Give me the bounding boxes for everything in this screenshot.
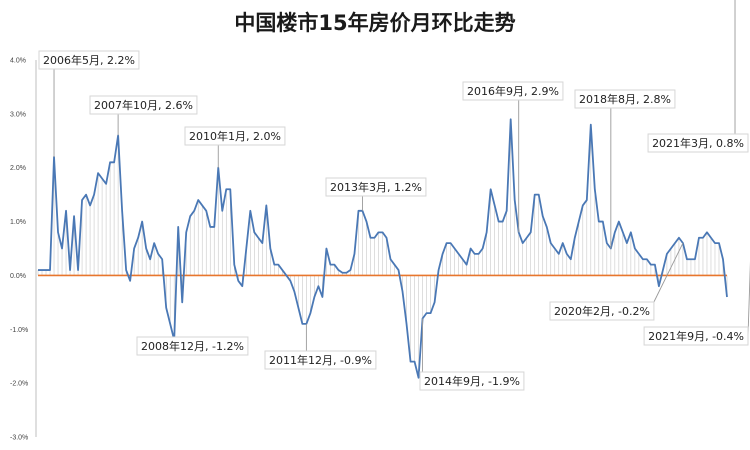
annotation-box	[325, 177, 427, 197]
series-line	[38, 118, 728, 379]
annotation-callout: 2013年3月, 1.2%	[325, 177, 427, 211]
annotation-label: 2018年8月, 2.8%	[579, 92, 671, 106]
annotation-box	[574, 89, 676, 109]
annotation-label: 2008年12月, -1.2%	[141, 339, 244, 353]
annotation-box	[643, 326, 749, 346]
annotation-box	[89, 95, 198, 115]
annotation-box	[136, 336, 249, 356]
annotation-box	[647, 133, 749, 153]
annotation-callout: 2014年9月, -1.9%	[419, 318, 525, 391]
y-axis-ticks: 4.0% 3.0% 2.0% 1.0% 0.0% -1.0% -2.0% -3.0%	[10, 58, 28, 442]
annotation-box	[38, 50, 140, 70]
annotation-box	[549, 301, 655, 321]
annotation-label: 2021年9月, -0.4%	[648, 329, 744, 343]
annotation-box	[264, 350, 377, 370]
annotation-callout: 2020年2月, -0.2%	[549, 242, 684, 321]
annotation-callout: 2018年8月, 2.8%	[574, 89, 676, 249]
annotation-callout: 2021年9月, -0.4%	[643, 261, 750, 346]
annotation-box	[184, 126, 286, 146]
annotation-leader	[653, 242, 684, 303]
annotation-label: 2021年3月, 0.8%	[652, 136, 744, 150]
annotation-callout: 2008年12月, -1.2%	[136, 336, 249, 356]
annotation-label: 2007年10月, 2.6%	[94, 98, 193, 112]
annotation-label: 2016年9月, 2.9%	[467, 84, 559, 98]
y-tick-label: 2.0%	[10, 165, 26, 172]
annotation-callout: 2016年9月, 2.9%	[462, 81, 564, 233]
y-tick-label: 4.0%	[10, 58, 26, 65]
annotation-callout: 2021年3月, 0.8%	[647, 0, 749, 153]
annotation-callout: 2007年10月, 2.6%	[89, 95, 198, 136]
annotation-box	[419, 371, 525, 391]
y-tick-label: 3.0%	[10, 111, 26, 118]
annotation-label: 2014年9月, -1.9%	[424, 374, 520, 388]
chart-title: 中国楼市15年房价月环比走势	[234, 11, 515, 35]
annotation-callout: 2006年5月, 2.2%	[38, 50, 140, 157]
y-tick-label: 1.0%	[10, 219, 26, 226]
y-tick-label: 0.0%	[10, 273, 26, 280]
y-tick-label: -2.0%	[10, 381, 28, 388]
annotation-label: 2006年5月, 2.2%	[43, 53, 135, 67]
y-tick-label: -3.0%	[10, 435, 28, 442]
annotation-box	[462, 81, 564, 101]
annotation-callout: 2010年1月, 2.0%	[184, 126, 286, 168]
annotation-callout: 2011年12月, -0.9%	[264, 323, 377, 370]
annotation-label: 2011年12月, -0.9%	[269, 353, 372, 367]
annotations: 2006年5月, 2.2% 2007年10月, 2.6% 2008年12月, -1.…	[38, 0, 750, 391]
annotation-label: 2020年2月, -0.2%	[554, 304, 650, 318]
annotation-label: 2010年1月, 2.0%	[189, 129, 281, 143]
annotation-label: 2013年3月, 1.2%	[330, 180, 422, 194]
y-tick-label: -1.0%	[10, 327, 28, 334]
